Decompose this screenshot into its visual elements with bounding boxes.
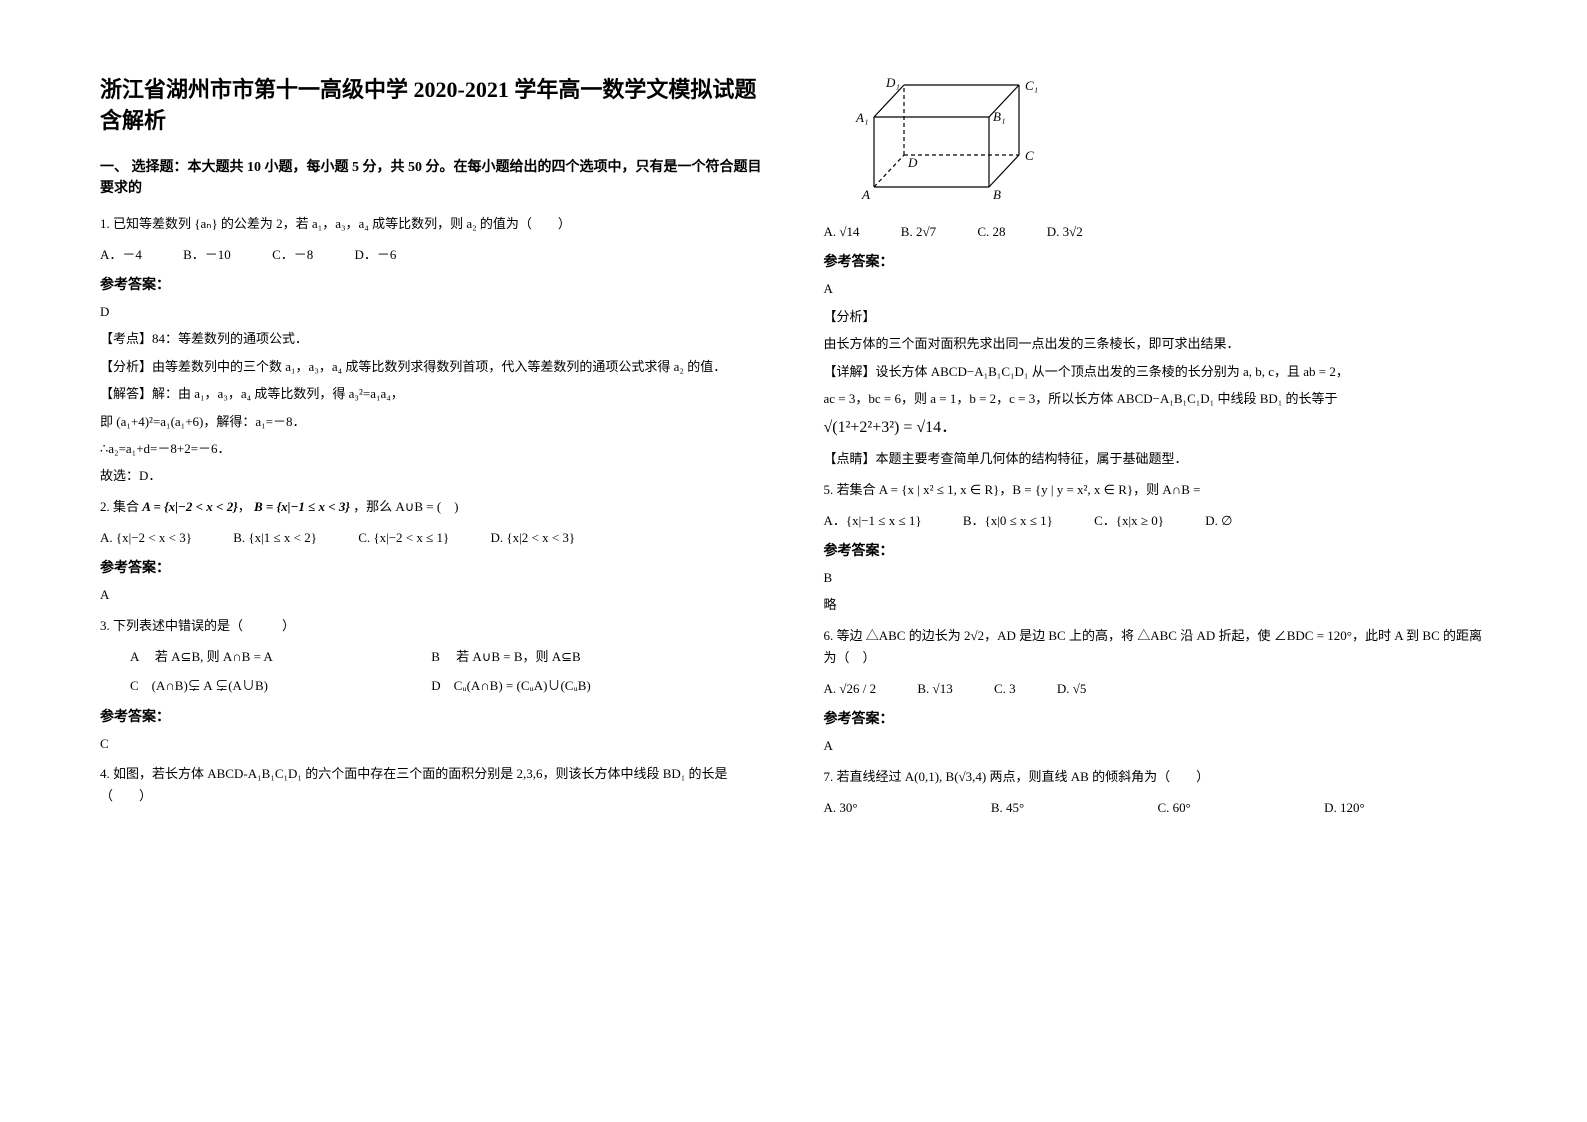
svg-text:B₁: B₁: [993, 109, 1005, 124]
q4-stem: 4. 如图，若长方体 ABCD-A₁B₁C₁D₁ 的六个面中存在三个面的面积分别…: [100, 763, 764, 807]
q7-stem: 7. 若直线经过 A(0,1), B(√3,4) 两点，则直线 AB 的倾斜角为…: [824, 766, 1488, 788]
q1-explain-2: 【解答】解：由 a₁，a₃，a₄ 成等比数列，得 a₃²=a₁a₄，: [100, 382, 764, 405]
q6-choice-c: C. 3: [994, 677, 1016, 700]
q4-explain-4: √(1²+2²+3²) = √14．: [824, 414, 1488, 443]
q1-stem: 1. 已知等差数列 {aₙ} 的公差为 2，若 a₁，a₃，a₄ 成等比数列，则…: [100, 213, 764, 235]
q2-setA: A = {x|−2 < x < 2}: [142, 499, 237, 514]
q3-choice-d: D Cᵤ(A∩B) = (CᵤA)∪(CᵤB): [431, 674, 591, 697]
q2-choice-d: D. {x|2 < x < 3}: [491, 526, 576, 549]
q3-choice-c: C (A∩B)⊊ A ⊊(A∪B): [130, 674, 390, 697]
q6-choice-b: B. √13: [917, 677, 952, 700]
q3-choices-row2: C (A∩B)⊊ A ⊊(A∪B) D Cᵤ(A∩B) = (CᵤA)∪(CᵤB…: [100, 674, 764, 697]
q2-answer: A: [100, 583, 764, 606]
q5-answer: B: [824, 566, 1488, 589]
q5-choices: A．{x|−1 ≤ x ≤ 1} B．{x|0 ≤ x ≤ 1} C．{x|x …: [824, 509, 1488, 532]
svg-text:A₁: A₁: [855, 110, 868, 125]
q5-extra: 略: [824, 593, 1488, 616]
q4-choice-c: C. 28: [977, 220, 1005, 243]
q7-choice-b: B. 45°: [991, 796, 1024, 819]
svg-text:C: C: [1025, 148, 1034, 163]
q5-choice-b: B．{x|0 ≤ x ≤ 1}: [963, 509, 1053, 532]
svg-text:A: A: [861, 187, 870, 202]
q1-explain-3: 即 (a₁+4)²=a₁(a₁+6)，解得：a₁=－8．: [100, 410, 764, 433]
q2-setB: B = {x|−1 ≤ x < 3}: [254, 499, 350, 514]
q6-choices: A. √26 / 2 B. √13 C. 3 D. √5: [824, 677, 1488, 700]
q2-stem-post: ，那么 A∪B = ( ): [353, 499, 458, 514]
q1-choice-b: B．－10: [183, 243, 231, 266]
q1-answer: D: [100, 300, 764, 323]
q2-answer-label: 参考答案：: [100, 557, 764, 577]
q5-choice-d: D. ∅: [1205, 509, 1232, 532]
q4-explain-0: 【分析】: [824, 305, 1488, 328]
q4-explain-1: 由长方体的三个面对面积先求出同一点出发的三条棱长，即可求出结果．: [824, 332, 1488, 355]
q7-choice-d: D. 120°: [1324, 796, 1365, 819]
page-title: 浙江省湖州市市第十一高级中学 2020-2021 学年高一数学文模拟试题含解析: [100, 75, 764, 137]
q2-choice-b: B. {x|1 ≤ x < 2}: [233, 526, 317, 549]
q3-choice-b: B 若 A∪B = B，则 A⊆B: [431, 645, 580, 668]
q7-choices: A. 30° B. 45° C. 60° D. 120°: [824, 796, 1488, 819]
svg-text:C₁: C₁: [1025, 78, 1038, 93]
q2-stem-pre: 2. 集合: [100, 499, 142, 514]
right-column: ABDCA₁B₁D₁C₁ A. √14 B. 2√7 C. 28 D. 3√2 …: [794, 75, 1488, 1082]
svg-text:B: B: [993, 187, 1001, 202]
q6-stem: 6. 等边 △ABC 的边长为 2√2，AD 是边 BC 上的高，将 △ABC …: [824, 625, 1488, 669]
q2-choices: A. {x|−2 < x < 3} B. {x|1 ≤ x < 2} C. {x…: [100, 526, 764, 549]
q6-choice-d: D. √5: [1057, 677, 1087, 700]
q5-answer-label: 参考答案：: [824, 540, 1488, 560]
q1-explain-0: 【考点】84：等差数列的通项公式．: [100, 327, 764, 350]
svg-text:D: D: [907, 155, 918, 170]
left-column: 浙江省湖州市市第十一高级中学 2020-2021 学年高一数学文模拟试题含解析 …: [100, 75, 794, 1082]
q5-choice-c: C．{x|x ≥ 0}: [1094, 509, 1164, 532]
svg-text:D₁: D₁: [885, 75, 900, 90]
q3-answer-label: 参考答案：: [100, 706, 764, 726]
cuboid-diagram: A B D C A₁ B₁ D₁ C₁: [854, 75, 1054, 205]
q4-explain-3: ac = 3，bc = 6，则 a = 1，b = 2，c = 3，所以长方体 …: [824, 387, 1488, 410]
q1-explain-1: 【分析】由等差数列中的三个数 a₁，a₃，a₄ 成等比数列求得数列首项，代入等差…: [100, 355, 764, 378]
q5-choice-a: A．{x|−1 ≤ x ≤ 1}: [824, 509, 922, 532]
q1-choices: A．－4 B．－10 C．－8 D．－6: [100, 243, 764, 266]
q4-choice-a: A. √14: [824, 220, 860, 243]
q3-choice-a: A 若 A⊆B, 则 A∩B = A: [130, 645, 390, 668]
q2-stem: 2. 集合 A = {x|−2 < x < 2}， B = {x|−1 ≤ x …: [100, 496, 764, 518]
q3-stem: 3. 下列表述中错误的是（ ）: [100, 615, 764, 637]
q4-choice-d: D. 3√2: [1047, 220, 1083, 243]
q1-explain-4: ∴a₂=a₁+d=－8+2=－6．: [100, 437, 764, 460]
q3-choices-row1: A 若 A⊆B, 则 A∩B = A B 若 A∪B = B，则 A⊆B: [100, 645, 764, 668]
q4-explain-2: 【详解】设长方体 ABCD−A₁B₁C₁D₁ 从一个顶点出发的三条棱的长分别为 …: [824, 360, 1488, 383]
q4-answer-label: 参考答案：: [824, 251, 1488, 271]
q2-choice-a: A. {x|−2 < x < 3}: [100, 526, 192, 549]
q1-choice-a: A．－4: [100, 243, 142, 266]
q7-choice-a: A. 30°: [824, 796, 858, 819]
q4-explain-5: 【点睛】本题主要考查简单几何体的结构特征，属于基础题型．: [824, 447, 1488, 470]
q1-choice-c: C．－8: [272, 243, 313, 266]
q4-choice-b: B. 2√7: [901, 220, 936, 243]
q6-choice-a: A. √26 / 2: [824, 677, 877, 700]
exam-page: 浙江省湖州市市第十一高级中学 2020-2021 学年高一数学文模拟试题含解析 …: [0, 0, 1587, 1122]
q6-answer: A: [824, 734, 1488, 757]
q3-answer: C: [100, 732, 764, 755]
q4-answer: A: [824, 277, 1488, 300]
section-1-heading: 一、 选择题：本大题共 10 小题，每小题 5 分，共 50 分。在每小题给出的…: [100, 157, 764, 199]
q5-stem: 5. 若集合 A = {x | x² ≤ 1, x ∈ R}，B = {y | …: [824, 479, 1488, 501]
q1-choice-d: D．－6: [354, 243, 396, 266]
q6-answer-label: 参考答案：: [824, 708, 1488, 728]
q2-choice-c: C. {x|−2 < x ≤ 1}: [358, 526, 449, 549]
q7-choice-c: C. 60°: [1157, 796, 1190, 819]
q1-explain-5: 故选：D．: [100, 464, 764, 487]
q4-figure: A B D C A₁ B₁ D₁ C₁: [854, 75, 1518, 210]
q1-answer-label: 参考答案：: [100, 274, 764, 294]
q4-choices: A. √14 B. 2√7 C. 28 D. 3√2: [824, 220, 1488, 243]
